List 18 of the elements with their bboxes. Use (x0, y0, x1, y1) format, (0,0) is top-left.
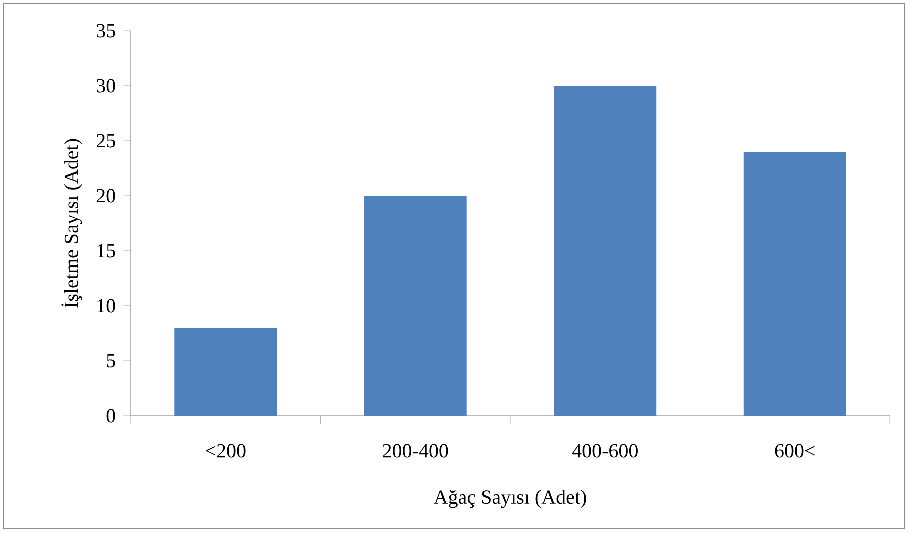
bar (744, 152, 846, 416)
y-tick-label: 20 (96, 189, 116, 203)
x-tick-label: 400-600 (572, 444, 638, 458)
x-tick-label: 600< (775, 444, 815, 458)
y-tick-label: 0 (106, 409, 116, 423)
x-tick-label: 200-400 (383, 444, 448, 458)
y-tick-label: 25 (96, 134, 116, 148)
y-axis-title: İşletme Sayısı (Adet) (62, 139, 82, 308)
bar (554, 86, 657, 416)
x-tick-label: <200 (206, 444, 246, 458)
y-tick-label: 10 (98, 299, 116, 313)
bar (174, 328, 278, 416)
y-tick-label: 30 (97, 79, 116, 93)
bar (364, 196, 467, 416)
y-tick-label: 15 (98, 244, 116, 258)
y-tick-label: 35 (97, 24, 116, 38)
y-tick-label: 5 (107, 354, 116, 368)
x-axis-title: Ağaç Sayısı (Adet) (434, 490, 586, 508)
